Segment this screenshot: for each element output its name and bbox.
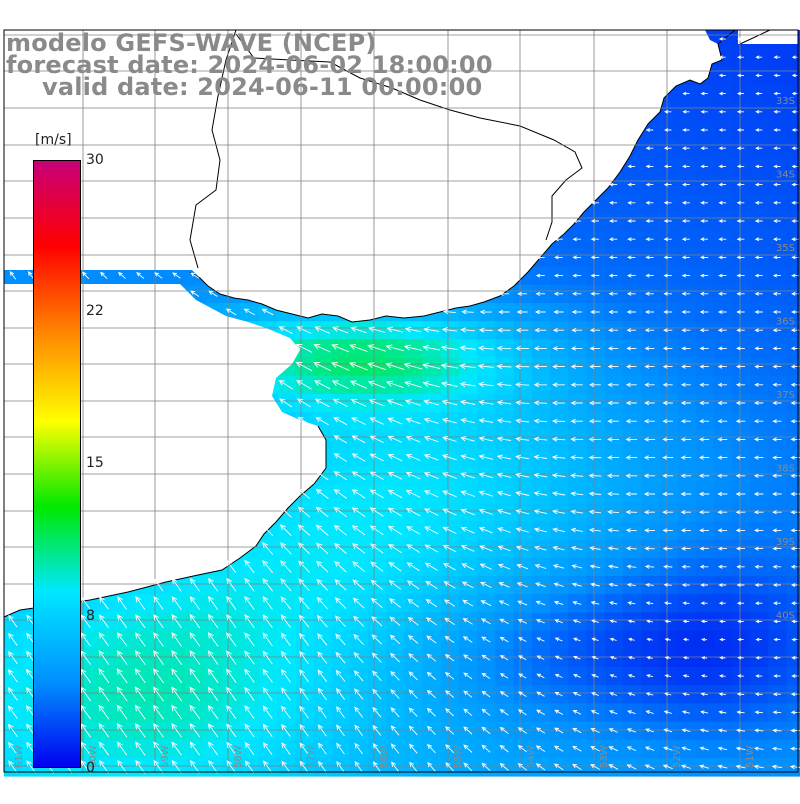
- lon-label: 51W: [745, 745, 756, 768]
- colorbar-tick-15: 15: [86, 455, 104, 471]
- lon-label: 55W: [453, 745, 464, 768]
- colorbar-tick-0: 0: [86, 760, 95, 776]
- colorbar: [33, 160, 81, 768]
- land-northeast: [738, 30, 798, 44]
- lon-label: 54W: [526, 745, 537, 768]
- lat-label: 33S: [776, 96, 795, 107]
- lon-label: 53W: [599, 745, 610, 768]
- lon-label: 59W: [160, 745, 171, 768]
- valid-date: valid date: 2024-06-11 00:00:00: [42, 75, 482, 99]
- lat-label: 37S: [776, 390, 795, 401]
- lat-label: 36S: [776, 317, 795, 328]
- colorbar-tick-22: 22: [86, 303, 104, 319]
- lat-label: 39S: [776, 537, 795, 548]
- lat-label: 38S: [776, 464, 795, 475]
- lat-label: 34S: [776, 170, 795, 181]
- lon-label: 56W: [379, 745, 390, 768]
- lon-label: 52W: [672, 745, 683, 768]
- colorbar-tick-30: 30: [86, 152, 104, 168]
- lat-label: 35S: [776, 243, 795, 254]
- colorbar-units: [m/s]: [35, 132, 72, 148]
- lon-label: 61W: [14, 745, 25, 768]
- lat-label: 40S: [776, 611, 795, 622]
- lon-label: 57W: [306, 745, 317, 768]
- colorbar-tick-8: 8: [86, 608, 95, 624]
- lon-label: 58W: [233, 745, 244, 768]
